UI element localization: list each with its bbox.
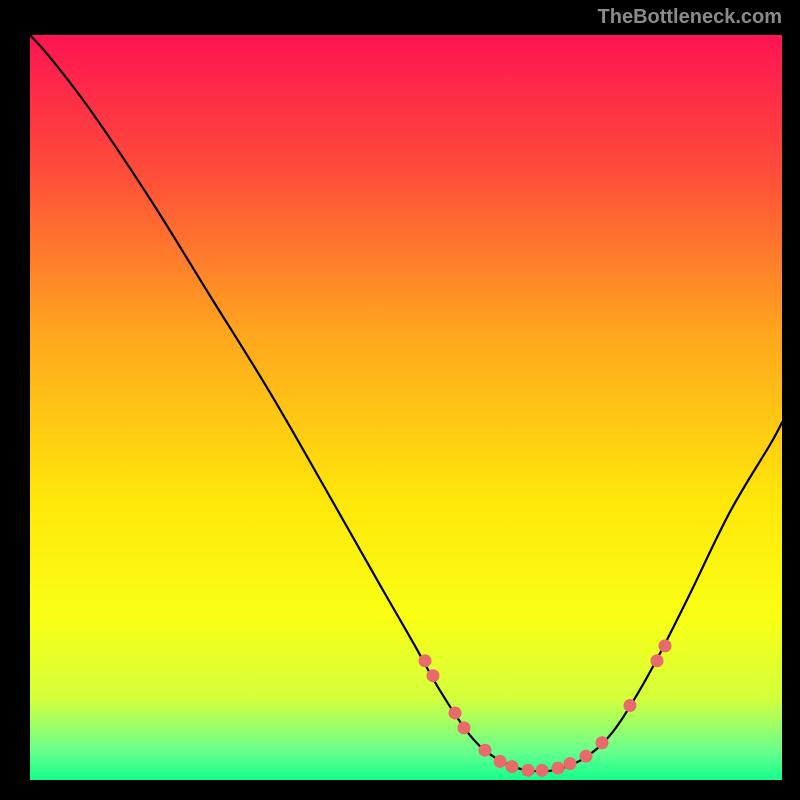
bottleneck-chart <box>30 35 782 780</box>
curve-dot <box>427 669 440 682</box>
curve-dot <box>506 760 519 773</box>
curve-dot <box>536 764 549 777</box>
curve-dot <box>458 721 471 734</box>
curve-dot <box>580 750 593 763</box>
curve-dot <box>624 699 637 712</box>
curve-dot <box>449 706 462 719</box>
frame-bottom <box>0 780 800 800</box>
watermark-text: TheBottleneck.com <box>598 6 782 29</box>
curve-dot <box>522 764 535 777</box>
curve-dot <box>651 654 664 667</box>
curve-dot <box>479 744 492 757</box>
bottleneck-curve <box>30 35 782 771</box>
curve-dot <box>494 755 507 768</box>
frame-left <box>0 0 30 800</box>
curve-layer <box>30 35 782 780</box>
curve-dot <box>564 757 577 770</box>
curve-dot <box>596 736 609 749</box>
curve-dot <box>552 762 565 775</box>
frame-right <box>782 0 800 800</box>
curve-dot <box>659 639 672 652</box>
curve-dot <box>419 654 432 667</box>
